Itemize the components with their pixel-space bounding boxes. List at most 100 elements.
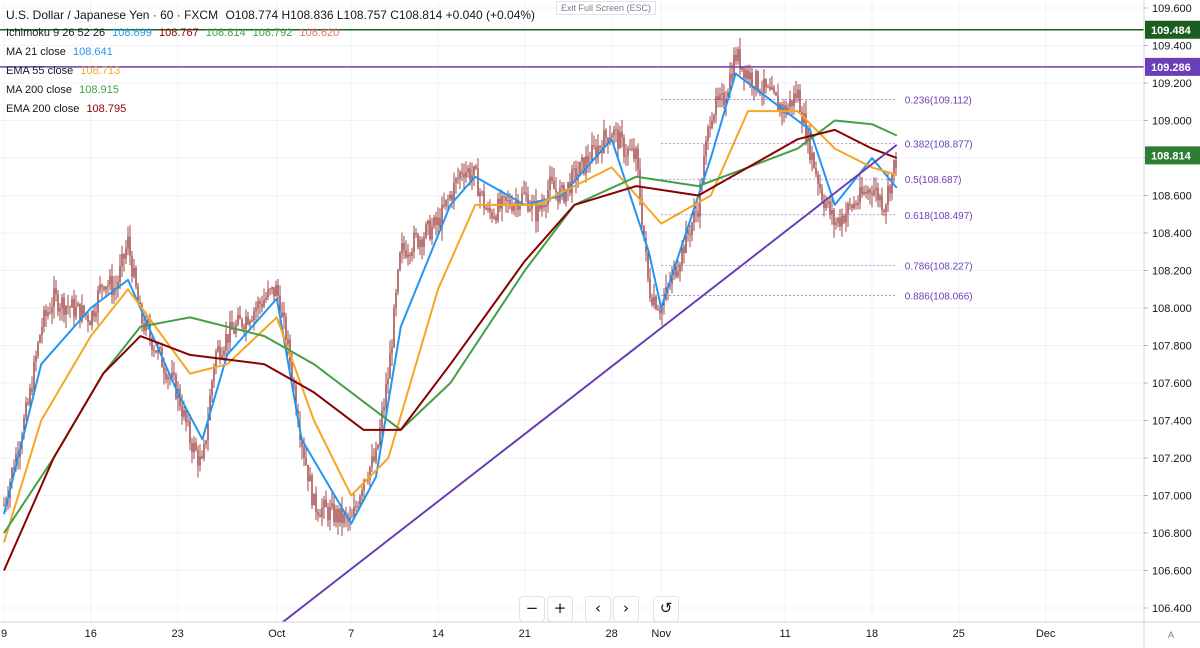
candle-body (747, 70, 749, 80)
candle-body (659, 310, 661, 314)
candle-body (221, 355, 223, 359)
candle-body (869, 189, 871, 194)
ohlc-values: O108.774 H108.836 L108.757 C108.814 +0.0… (225, 8, 536, 22)
candle-body (527, 194, 529, 211)
candle-body (881, 195, 883, 211)
candle-body (617, 129, 619, 149)
candle-body (211, 381, 213, 396)
candle-body (217, 346, 219, 352)
candle-body (707, 126, 709, 141)
candle-body (871, 193, 873, 195)
auto-scale-button[interactable]: A (1167, 630, 1174, 640)
candles (3, 37, 897, 537)
candle-body (821, 188, 823, 201)
exit-fullscreen-button[interactable]: Exit Full Screen (ESC) (556, 1, 657, 15)
candle-body (439, 217, 441, 229)
candle-body (843, 215, 845, 223)
candle-body (809, 129, 811, 160)
candle-body (657, 308, 659, 311)
candle-body (457, 178, 459, 179)
price-tick-label: 108.400 (1152, 228, 1192, 240)
reset-chart-button[interactable]: ↺ (653, 596, 679, 622)
candle-body (449, 194, 451, 200)
candle-body (405, 249, 407, 257)
candle-body (121, 254, 123, 267)
candle-body (717, 96, 719, 101)
candle-body (57, 294, 59, 312)
ema55-line (3, 110, 898, 543)
candle-body (677, 271, 679, 277)
candle-body (539, 205, 541, 209)
candle-body (129, 236, 131, 256)
time-tick-label: 14 (432, 628, 444, 640)
candle-body (111, 275, 113, 296)
candle-body (737, 49, 739, 61)
price-tick-label: 106.400 (1152, 603, 1192, 615)
candle-body (487, 208, 489, 210)
candle-body (99, 284, 101, 291)
candle-body (523, 192, 525, 194)
candle-body (429, 220, 431, 240)
candle-body (379, 427, 381, 445)
candle-body (635, 148, 637, 159)
candle-body (247, 316, 249, 325)
candle-body (519, 203, 521, 211)
legend-ema55[interactable]: EMA 55 close 108.713 (6, 64, 124, 78)
fib-level-label: 0.786(108.227) (905, 261, 973, 272)
ema200-value: 108.795 (86, 103, 127, 115)
candle-body (739, 49, 741, 70)
scroll-forward-button[interactable]: › (613, 596, 639, 622)
ichimoku-value-2: 108.767 (158, 27, 199, 39)
candle-body (353, 506, 355, 517)
candle-body (499, 198, 501, 209)
candle-body (491, 212, 493, 219)
candle-body (105, 286, 107, 290)
legend-ichimoku[interactable]: Ichimoku 9 26 52 26 108.699 108.767 108.… (6, 26, 343, 40)
zoom-out-button[interactable]: − (519, 596, 545, 622)
candle-body (303, 447, 305, 458)
legend-ema200[interactable]: EMA 200 close 108.795 (6, 102, 130, 116)
candle-body (403, 243, 405, 250)
candle-body (323, 499, 325, 508)
candle-body (337, 509, 339, 523)
scroll-back-button[interactable]: ‹ (585, 596, 611, 622)
candle-body (485, 208, 487, 210)
candle-body (123, 254, 125, 259)
candle-body (259, 301, 261, 304)
candle-body (551, 176, 553, 182)
candle-body (35, 355, 37, 362)
fib-level-label: 0.382(108.877) (905, 140, 973, 151)
candle-body (287, 339, 289, 345)
candle-body (619, 131, 621, 149)
candle-body (369, 466, 371, 480)
candle-body (861, 187, 863, 195)
candle-body (757, 71, 759, 91)
candle-body (489, 208, 491, 213)
candle-body (249, 321, 251, 325)
candle-body (383, 406, 385, 411)
price-tick-label: 107.800 (1152, 341, 1192, 353)
candle-body (341, 507, 343, 524)
candle-body (885, 204, 887, 212)
legend-ma200[interactable]: MA 200 close 108.915 (6, 83, 123, 97)
candle-body (137, 286, 139, 303)
candle-body (395, 292, 397, 308)
price-tick-label: 108.600 (1152, 191, 1192, 203)
candle-body (255, 307, 257, 312)
candle-body (625, 155, 627, 157)
candle-body (813, 152, 815, 169)
candle-body (199, 456, 201, 466)
candle-body (815, 168, 817, 175)
trend-line (281, 144, 898, 622)
candle-body (409, 254, 411, 256)
candle-body (229, 322, 231, 343)
ma21-value: 108.641 (72, 46, 113, 58)
candle-body (567, 182, 569, 190)
candle-body (719, 94, 721, 101)
candle-body (307, 464, 309, 482)
candle-body (477, 168, 479, 197)
legend-ma21[interactable]: MA 21 close 108.641 (6, 45, 117, 59)
zoom-in-button[interactable]: + (547, 596, 573, 622)
candle-body (399, 252, 401, 270)
